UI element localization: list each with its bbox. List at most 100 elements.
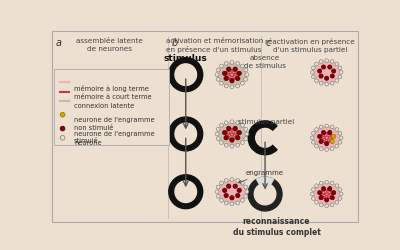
Circle shape	[324, 76, 329, 80]
Circle shape	[330, 196, 334, 200]
Circle shape	[60, 126, 65, 131]
Circle shape	[245, 132, 249, 136]
Circle shape	[230, 144, 234, 148]
Circle shape	[338, 132, 342, 135]
Circle shape	[222, 188, 227, 192]
Circle shape	[315, 62, 318, 66]
Circle shape	[233, 126, 237, 130]
Circle shape	[310, 192, 314, 196]
Circle shape	[319, 147, 323, 150]
Circle shape	[236, 84, 240, 88]
Circle shape	[236, 76, 240, 81]
Text: connexion latente: connexion latente	[74, 103, 134, 109]
Circle shape	[230, 60, 234, 64]
Circle shape	[240, 181, 244, 185]
Circle shape	[319, 60, 323, 63]
Circle shape	[236, 201, 240, 205]
Circle shape	[330, 125, 334, 129]
Circle shape	[224, 62, 228, 65]
Circle shape	[111, 90, 115, 94]
Text: absence
de stimulus: absence de stimulus	[244, 55, 286, 69]
Circle shape	[220, 141, 223, 144]
Circle shape	[325, 82, 328, 86]
Circle shape	[236, 62, 240, 65]
Circle shape	[101, 100, 105, 104]
Circle shape	[233, 67, 237, 71]
Text: neurone de l'engramme
stimulé: neurone de l'engramme stimulé	[74, 131, 155, 144]
Circle shape	[240, 141, 244, 144]
Circle shape	[328, 65, 332, 69]
Circle shape	[318, 69, 322, 73]
Circle shape	[93, 101, 96, 105]
Circle shape	[169, 175, 203, 209]
Circle shape	[254, 183, 276, 205]
Circle shape	[226, 184, 231, 188]
Circle shape	[226, 67, 231, 71]
Circle shape	[222, 130, 227, 135]
Circle shape	[216, 194, 220, 198]
Circle shape	[224, 121, 228, 124]
Circle shape	[244, 128, 248, 131]
Circle shape	[339, 136, 343, 140]
Circle shape	[335, 62, 339, 66]
Circle shape	[315, 200, 318, 204]
Circle shape	[332, 190, 336, 195]
Circle shape	[244, 78, 248, 81]
Circle shape	[245, 73, 249, 76]
Circle shape	[318, 134, 322, 138]
Circle shape	[237, 188, 241, 192]
Circle shape	[335, 144, 339, 148]
Circle shape	[215, 73, 219, 76]
Circle shape	[244, 68, 248, 72]
Circle shape	[312, 140, 315, 144]
Text: reconnaissance
du stimulus complet: reconnaissance du stimulus complet	[233, 217, 320, 237]
Circle shape	[328, 130, 332, 134]
Circle shape	[330, 60, 334, 63]
Circle shape	[338, 188, 342, 191]
Circle shape	[215, 190, 219, 194]
FancyBboxPatch shape	[52, 31, 358, 222]
Circle shape	[237, 71, 241, 76]
Circle shape	[338, 140, 342, 144]
Circle shape	[244, 137, 248, 140]
Circle shape	[236, 178, 240, 182]
Circle shape	[224, 84, 228, 88]
Circle shape	[245, 190, 249, 194]
Circle shape	[169, 117, 203, 151]
Circle shape	[237, 130, 241, 135]
Circle shape	[330, 203, 334, 207]
Circle shape	[230, 202, 234, 206]
Circle shape	[319, 74, 323, 78]
Circle shape	[312, 132, 315, 135]
Circle shape	[114, 100, 118, 104]
Circle shape	[216, 68, 220, 72]
Circle shape	[330, 82, 334, 85]
Circle shape	[325, 148, 328, 152]
Circle shape	[108, 83, 112, 86]
Circle shape	[325, 204, 328, 208]
Circle shape	[216, 185, 220, 189]
Circle shape	[100, 94, 104, 98]
Circle shape	[233, 184, 237, 188]
Circle shape	[96, 105, 100, 109]
Circle shape	[224, 193, 228, 198]
Circle shape	[319, 181, 323, 185]
Circle shape	[60, 112, 65, 117]
Circle shape	[335, 128, 339, 131]
Circle shape	[236, 136, 240, 140]
Circle shape	[220, 64, 223, 68]
Text: neurone de l'engramme
non stimulé: neurone de l'engramme non stimulé	[74, 117, 155, 130]
Circle shape	[230, 178, 234, 182]
Circle shape	[114, 84, 118, 87]
Circle shape	[93, 91, 96, 94]
Circle shape	[324, 142, 329, 146]
Circle shape	[102, 108, 105, 112]
Circle shape	[319, 125, 323, 129]
Circle shape	[230, 120, 234, 124]
Circle shape	[330, 140, 334, 143]
Text: mémoire à court terme: mémoire à court terme	[74, 94, 152, 100]
Circle shape	[220, 198, 223, 202]
Circle shape	[338, 66, 342, 70]
Circle shape	[332, 134, 336, 138]
Circle shape	[169, 58, 203, 92]
